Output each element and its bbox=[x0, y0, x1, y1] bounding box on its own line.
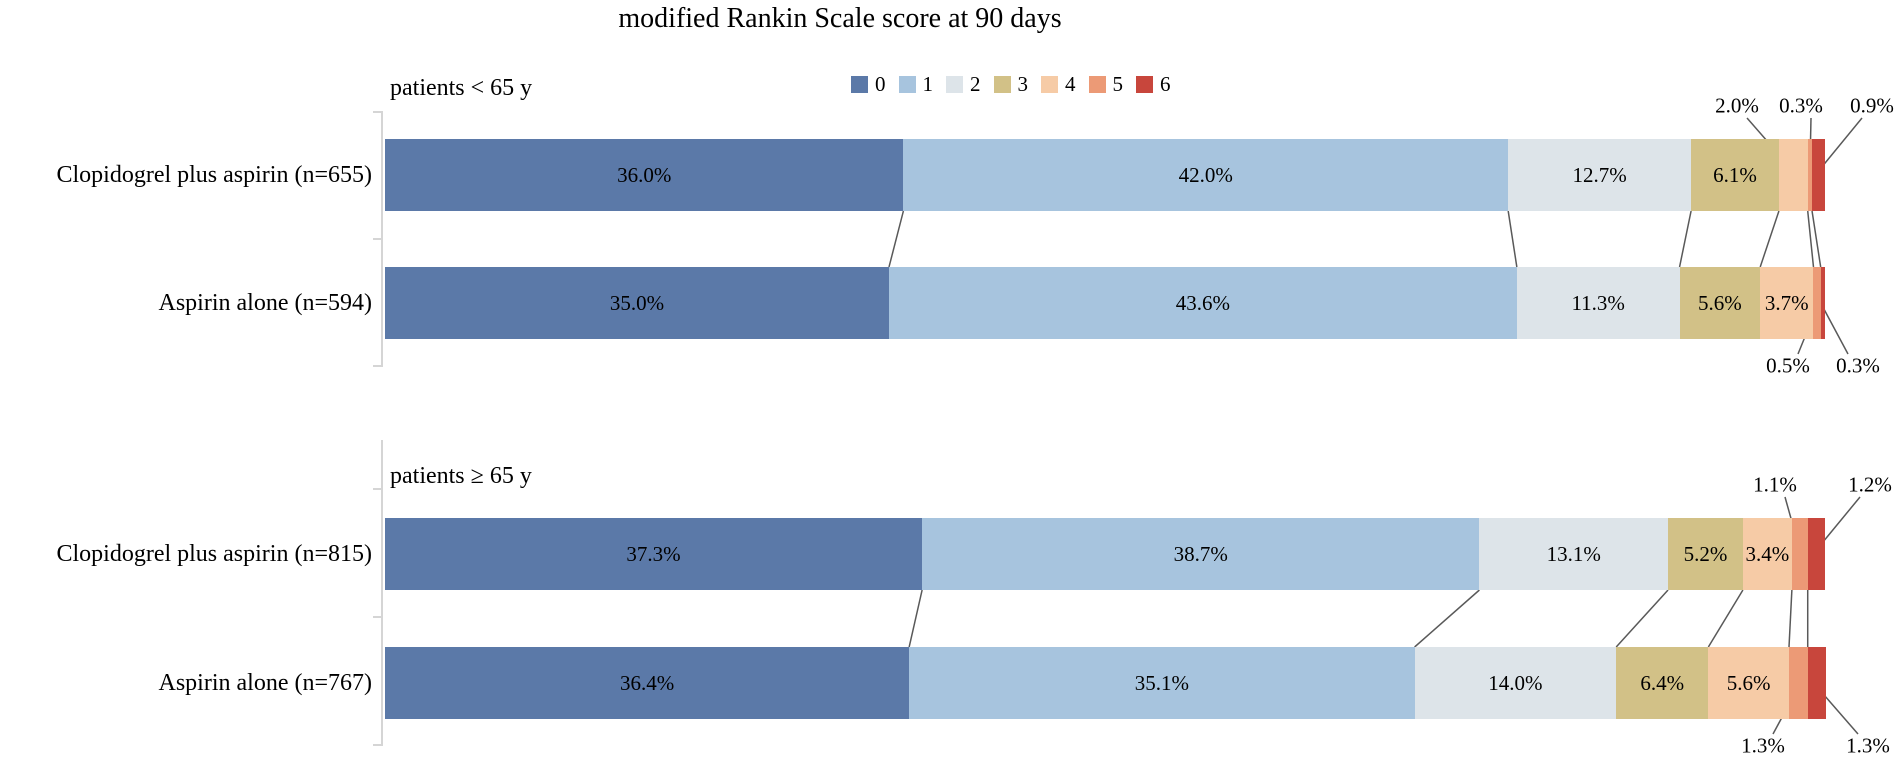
bar-aspirin-65over: 36.4% 35.1% 14.0% 6.4% 5.6% bbox=[385, 647, 1827, 719]
bar-segment-mrs-5 bbox=[1791, 518, 1808, 590]
series-connector-line bbox=[1811, 210, 1822, 268]
y-axis-group2 bbox=[381, 440, 383, 746]
axis-tick bbox=[373, 238, 382, 240]
axis-tick bbox=[373, 111, 382, 113]
bar-segment-mrs-2: 13.1% bbox=[1479, 518, 1668, 590]
category-label: Clopidogrel plus aspirin (n=655) bbox=[56, 162, 372, 188]
category-label: Aspirin alone (n=594) bbox=[158, 290, 373, 316]
legend-swatch-icon bbox=[1041, 76, 1058, 93]
legend-swatch-icon bbox=[851, 76, 868, 93]
axis-tick bbox=[373, 616, 382, 618]
callout-label-mrs-6: 1.3% bbox=[1846, 733, 1890, 758]
callout-label-mrs-5: 0.5% bbox=[1766, 353, 1810, 378]
leader-line bbox=[1822, 306, 1849, 355]
bar-segment-mrs-0: 36.0% bbox=[385, 139, 904, 211]
callout-label-mrs-5: 1.3% bbox=[1741, 733, 1785, 758]
series-connector-line bbox=[888, 210, 905, 268]
bar-segment-mrs-5 bbox=[1813, 267, 1821, 339]
bar-segment-mrs-4: 3.4% bbox=[1742, 518, 1792, 590]
legend-item-label: 5 bbox=[1112, 72, 1124, 96]
bar-segment-mrs-4: 3.7% bbox=[1760, 267, 1814, 339]
chart-title: modified Rankin Scale score at 90 days bbox=[618, 3, 1062, 34]
bar-segment-mrs-1: 42.0% bbox=[903, 139, 1509, 211]
legend-item-label: 6 bbox=[1160, 72, 1171, 96]
callout-label-mrs-4: 2.0% bbox=[1715, 93, 1759, 118]
bar-segment-mrs-1: 43.6% bbox=[889, 267, 1517, 339]
legend-swatch-icon bbox=[946, 76, 963, 93]
legend-item-mrs-1: 1 bbox=[898, 72, 934, 96]
legend-swatch-icon bbox=[898, 76, 916, 93]
legend-item-mrs-4: 4 bbox=[1041, 72, 1076, 96]
legend-item-mrs-6: 6 bbox=[1136, 72, 1171, 96]
legend-item-mrs-2: 2 bbox=[946, 72, 981, 96]
bar-segment-mrs-4 bbox=[1778, 139, 1808, 211]
series-connector-line bbox=[1806, 210, 1815, 268]
series-connector-line bbox=[1414, 589, 1480, 648]
bar-aspirin-under65: 35.0% 43.6% 11.3% 5.6% 3.7% bbox=[385, 267, 1825, 339]
category-label: Clopidogrel plus aspirin (n=815) bbox=[56, 541, 372, 567]
axis-tick bbox=[373, 365, 382, 367]
legend-item-label: 2 bbox=[970, 72, 981, 96]
legend-item-label: 3 bbox=[1017, 72, 1029, 96]
panel-label-under-65: patients < 65 y bbox=[390, 75, 533, 101]
legend-swatch-icon bbox=[1088, 76, 1106, 93]
series-connector-line bbox=[1788, 589, 1793, 648]
leader-line bbox=[1817, 117, 1863, 172]
series-connector-line bbox=[1707, 589, 1744, 648]
series-connector-line bbox=[908, 589, 923, 648]
bar-segment-mrs-6 bbox=[1820, 267, 1825, 339]
bar-segment-mrs-0: 35.0% bbox=[385, 267, 889, 339]
axis-tick bbox=[373, 488, 382, 490]
bar-segment-mrs-2: 14.0% bbox=[1414, 647, 1617, 719]
y-axis-group1 bbox=[381, 111, 383, 367]
bar-segment-mrs-1: 38.7% bbox=[922, 518, 1480, 590]
bar-segment-mrs-6 bbox=[1807, 647, 1827, 719]
bar-segment-mrs-4: 5.6% bbox=[1708, 647, 1789, 719]
bar-segment-mrs-3: 6.1% bbox=[1691, 139, 1779, 211]
panel-label-65-and-over: patients ≥ 65 y bbox=[390, 463, 532, 489]
legend: 0 1 2 3 4 5 6 bbox=[851, 72, 1171, 96]
legend-swatch-icon bbox=[993, 76, 1011, 93]
callout-label-mrs-6: 0.9% bbox=[1850, 93, 1894, 118]
legend-item-label: 1 bbox=[922, 72, 934, 96]
bar-segment-mrs-0: 36.4% bbox=[385, 647, 910, 719]
bar-segment-mrs-3: 5.2% bbox=[1668, 518, 1743, 590]
series-connector-line bbox=[1678, 210, 1692, 268]
bar-segment-mrs-5 bbox=[1788, 647, 1808, 719]
series-connector-line bbox=[1615, 589, 1669, 648]
legend-item-mrs-5: 5 bbox=[1088, 72, 1124, 96]
legend-item-mrs-0: 0 bbox=[851, 72, 886, 96]
bar-segment-mrs-1: 35.1% bbox=[909, 647, 1415, 719]
series-connector-line bbox=[1759, 210, 1780, 268]
legend-swatch-icon bbox=[1136, 76, 1153, 93]
bar-segment-mrs-2: 11.3% bbox=[1516, 267, 1680, 339]
bar-segment-mrs-3: 5.6% bbox=[1679, 267, 1761, 339]
bar-segment-mrs-3: 6.4% bbox=[1616, 647, 1709, 719]
axis-tick bbox=[373, 744, 382, 746]
bar-segment-mrs-0: 37.3% bbox=[385, 518, 923, 590]
callout-label-mrs-5: 0.3% bbox=[1779, 93, 1823, 118]
legend-item-label: 4 bbox=[1065, 72, 1076, 96]
callout-label-mrs-5: 1.1% bbox=[1753, 472, 1797, 497]
bar-segment-mrs-6 bbox=[1812, 139, 1825, 211]
category-label: Aspirin alone (n=767) bbox=[158, 670, 373, 696]
series-connector-line bbox=[1507, 210, 1518, 268]
bar-segment-mrs-5 bbox=[1807, 139, 1812, 211]
callout-label-mrs-6: 1.2% bbox=[1848, 472, 1892, 497]
legend-item-mrs-3: 3 bbox=[993, 72, 1029, 96]
bar-clopidogrel-65over: 37.3% 38.7% 13.1% 5.2% 3.4% bbox=[385, 518, 1825, 590]
legend-item-label: 0 bbox=[875, 72, 886, 96]
callout-label-mrs-6: 0.3% bbox=[1836, 353, 1880, 378]
bar-segment-mrs-6 bbox=[1807, 518, 1825, 590]
bar-segment-mrs-2: 12.7% bbox=[1508, 139, 1692, 211]
bar-clopidogrel-under65: 36.0% 42.0% 12.7% 6.1% bbox=[385, 139, 1825, 211]
